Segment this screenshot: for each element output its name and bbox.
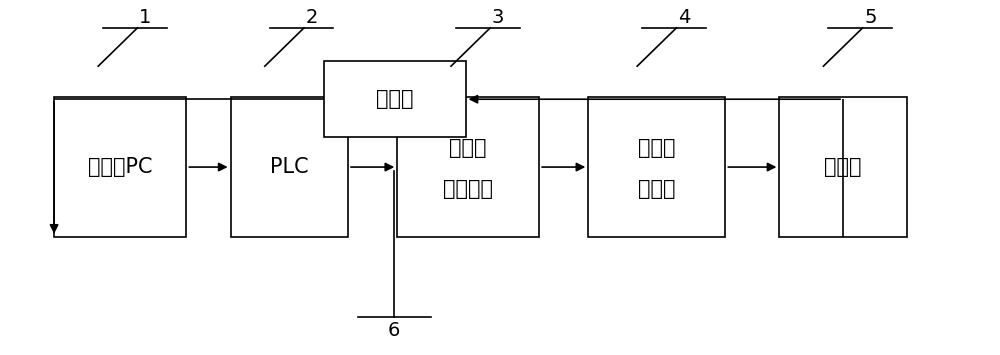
Bar xyxy=(230,98,348,237)
Text: 1: 1 xyxy=(139,8,151,27)
Bar xyxy=(779,98,907,237)
Text: 上位朿PC: 上位朿PC xyxy=(88,157,152,177)
Text: 6: 6 xyxy=(388,321,400,340)
Text: 加热器: 加热器 xyxy=(638,179,676,199)
Text: 2: 2 xyxy=(306,8,318,27)
Text: PLC: PLC xyxy=(270,157,309,177)
Text: 石英灯: 石英灯 xyxy=(638,138,676,158)
Bar xyxy=(54,98,186,237)
Text: 试验件: 试验件 xyxy=(824,157,862,177)
Bar xyxy=(324,61,466,137)
Text: 热电偶: 热电偶 xyxy=(376,89,413,109)
Bar xyxy=(588,98,725,237)
Bar xyxy=(397,98,539,237)
Text: 4: 4 xyxy=(678,8,690,27)
Text: 电功率: 电功率 xyxy=(449,138,487,158)
Text: 调节装置: 调节装置 xyxy=(443,179,493,199)
Text: 5: 5 xyxy=(864,8,877,27)
Text: 3: 3 xyxy=(492,8,504,27)
